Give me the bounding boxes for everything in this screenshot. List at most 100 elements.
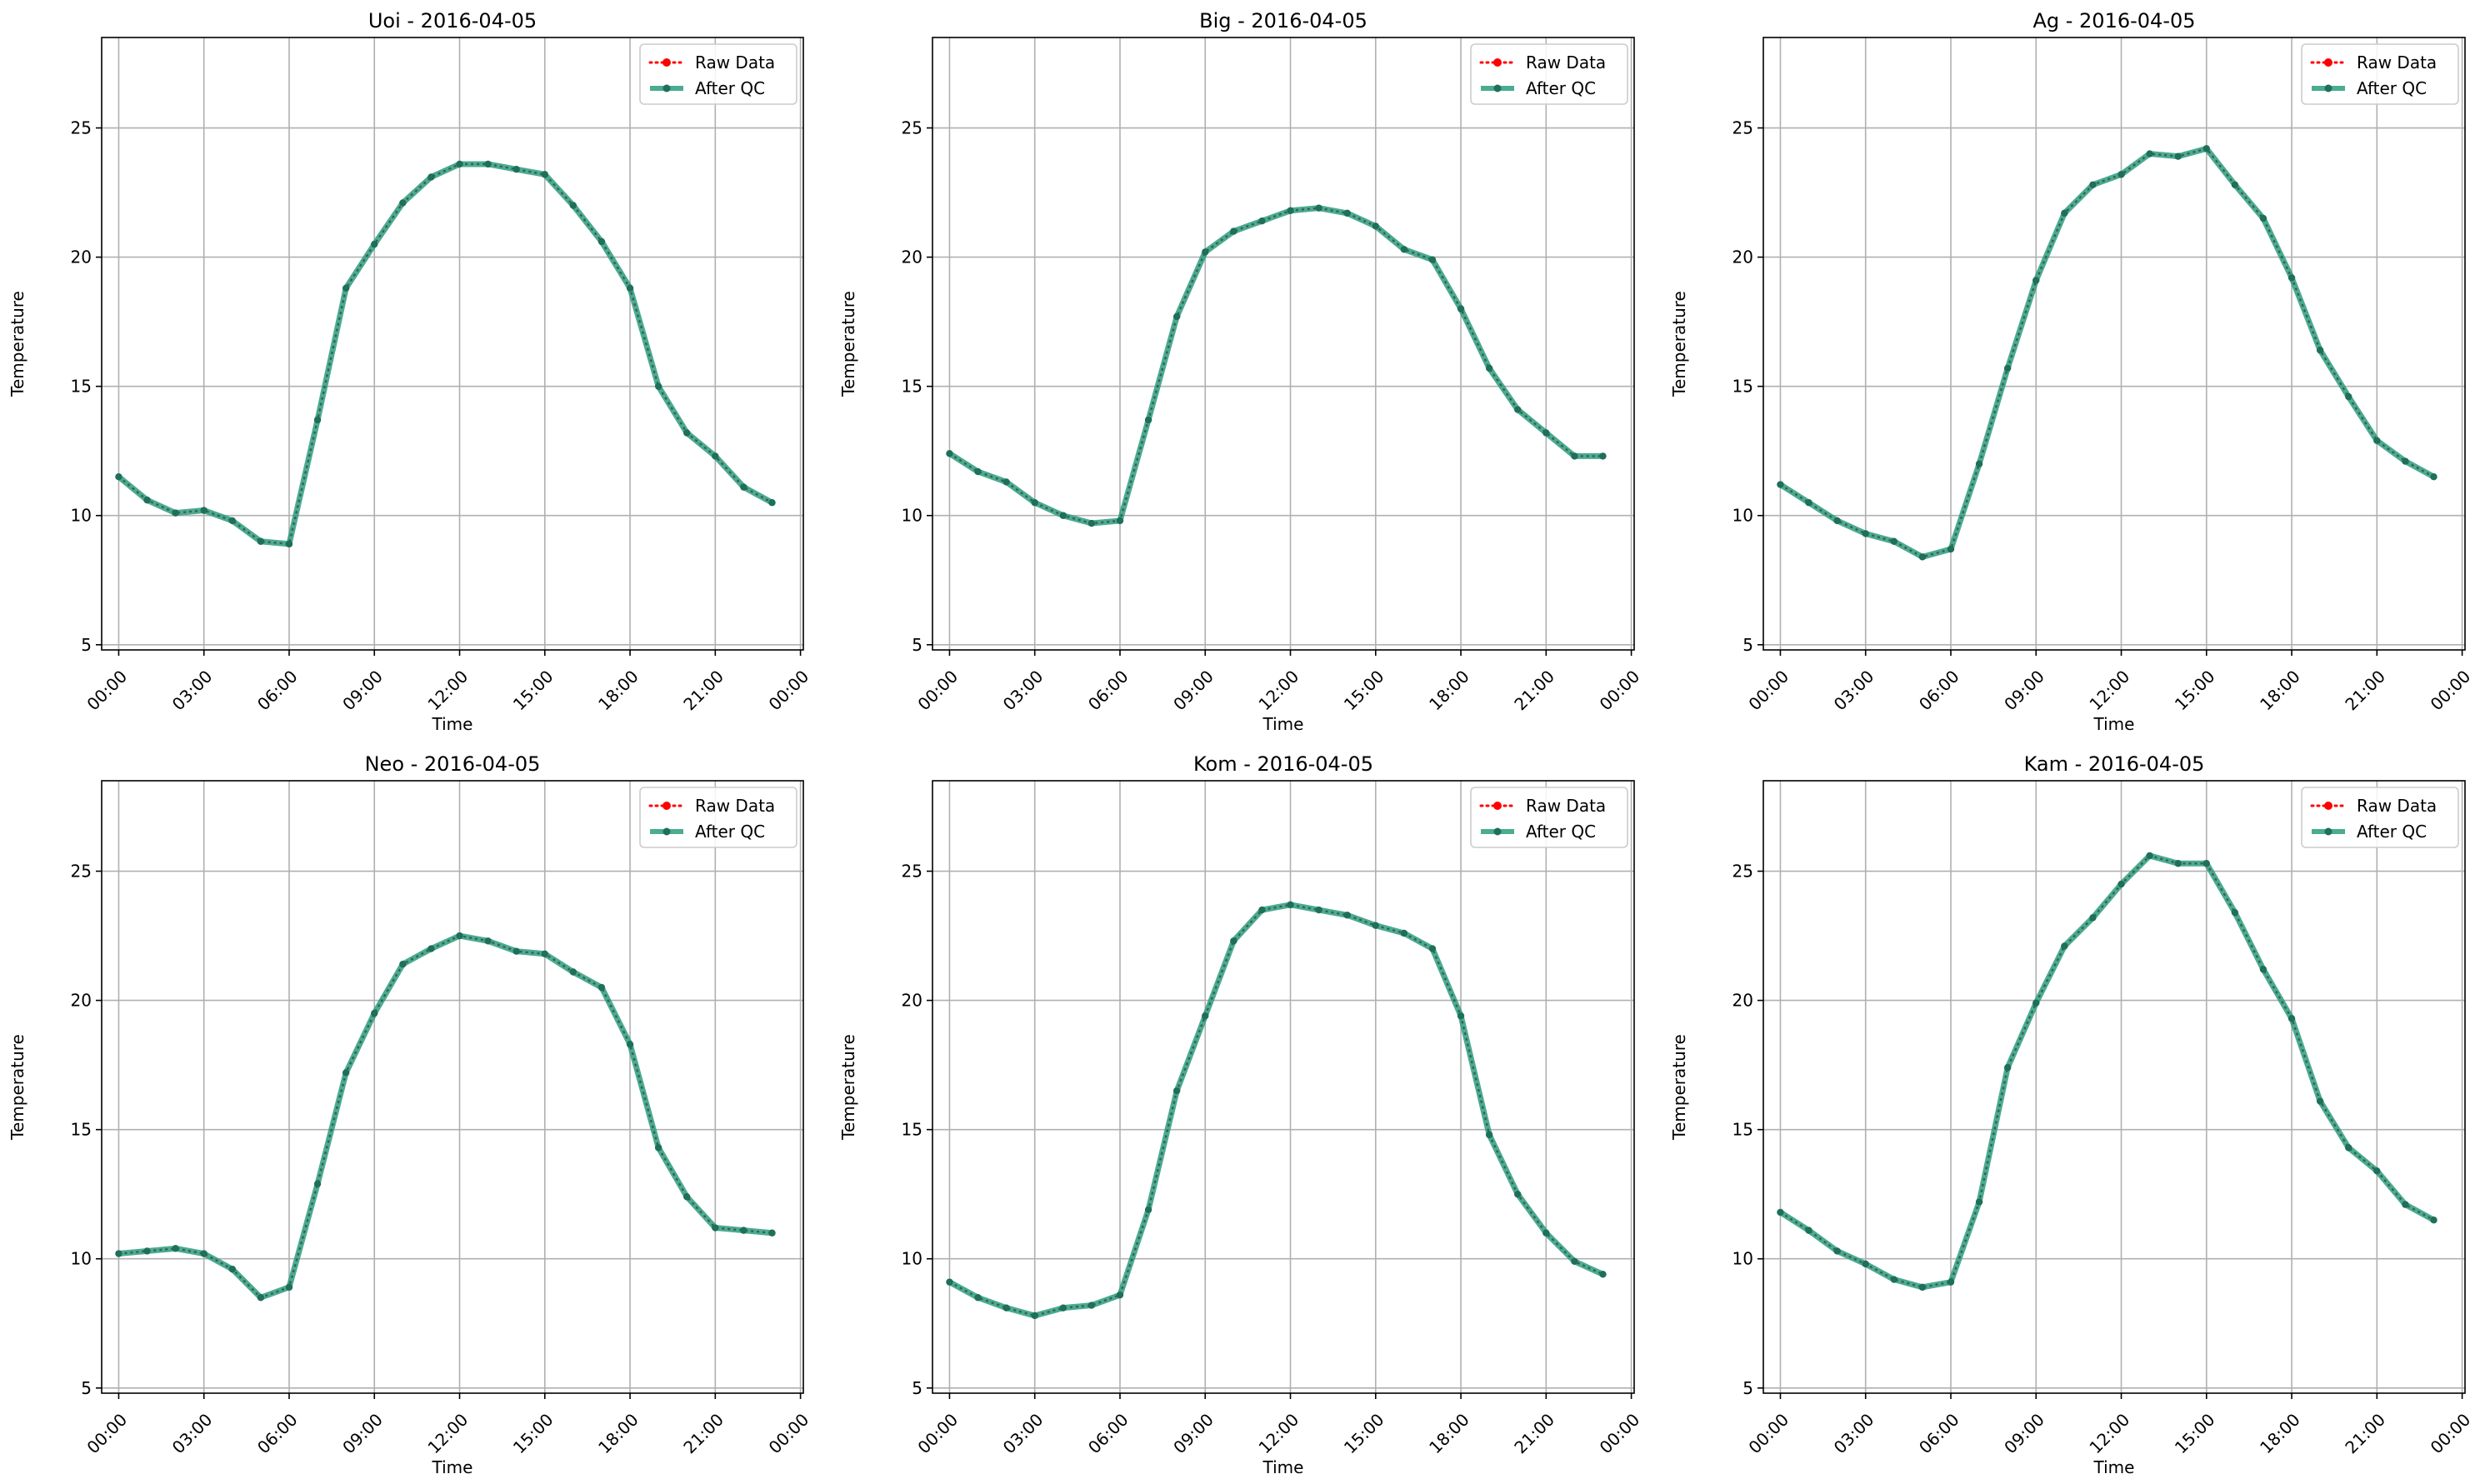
y-tick-label-1: 10	[1732, 1249, 1753, 1269]
y-tick-label-0: 5	[912, 635, 922, 655]
x-tick-label-8: 00:00	[765, 667, 813, 715]
data-point-17	[2259, 966, 2268, 973]
data-point-0	[115, 1250, 122, 1257]
y-tick-label-1: 10	[71, 506, 92, 526]
data-point-3	[200, 1250, 208, 1257]
legend-marker-after-qc	[2324, 84, 2332, 92]
y-tick-label-1: 10	[71, 1249, 92, 1269]
data-point-3	[1031, 499, 1038, 507]
data-point-20	[1514, 406, 1522, 413]
data-point-0	[1777, 1208, 1784, 1217]
data-point-15	[2202, 860, 2210, 867]
x-tick-label-2: 06:00	[1915, 1410, 1963, 1458]
legend-marker-after-qc	[1493, 84, 1502, 92]
x-tick-label-0: 00:00	[1744, 667, 1792, 715]
x-axis-label: Time	[432, 714, 473, 734]
x-tick-label-1: 03:00	[999, 1410, 1048, 1458]
x-tick-label-2: 06:00	[1084, 667, 1132, 715]
x-axis-label: Time	[2093, 714, 2135, 734]
data-point-12	[2118, 171, 2125, 178]
data-point-21	[712, 452, 719, 460]
data-point-10	[2061, 209, 2068, 217]
subplot-title: Neo - 2016-04-05	[365, 752, 541, 776]
data-point-1	[143, 496, 151, 504]
y-tick-label-0: 5	[1742, 1378, 1753, 1398]
data-point-6	[1116, 1291, 1124, 1299]
data-point-14	[1343, 209, 1351, 217]
data-point-2	[172, 509, 179, 517]
x-tick-label-3: 09:00	[338, 667, 387, 715]
data-point-7	[313, 1180, 322, 1187]
y-axis-label: Temperature	[8, 1034, 28, 1141]
data-point-16	[1400, 929, 1408, 937]
data-point-14	[512, 947, 520, 955]
subplot-5: 00:00 03:00 06:00 09:00 12:00 15:00 18:00 21:00…	[838, 752, 1643, 1477]
legend-label-raw-data: Raw Data	[2357, 796, 2437, 816]
legend-label-after-qc: After QC	[2357, 822, 2427, 842]
legend-label-raw-data: Raw Data	[695, 52, 775, 72]
legend-marker-after-qc	[662, 827, 671, 836]
data-point-12	[2118, 880, 2125, 888]
data-point-6	[1116, 517, 1124, 525]
data-point-8	[2003, 1064, 2012, 1072]
data-point-13	[1315, 204, 1322, 212]
data-point-18	[2288, 1015, 2296, 1022]
data-point-20	[2345, 392, 2352, 401]
x-tick-label-5: 15:00	[2171, 667, 2219, 715]
subplot-2: 00:00 03:00 06:00 09:00 12:00 15:00 18:00 21:00…	[838, 9, 1643, 734]
legend-marker-after-qc	[662, 84, 671, 92]
data-point-22	[740, 483, 748, 491]
subplot-title: Ag - 2016-04-05	[2032, 9, 2195, 32]
subplot-title: Uoi - 2016-04-05	[368, 9, 537, 32]
legend-marker-raw-data	[662, 802, 671, 810]
series-line-after-qc	[1778, 145, 2436, 560]
data-point-21	[1542, 429, 1550, 437]
data-point-6	[1947, 545, 1955, 553]
data-point-5	[257, 537, 265, 545]
data-point-1	[974, 467, 982, 476]
data-point-9	[1202, 248, 1209, 256]
x-axis-label: Time	[432, 1457, 473, 1477]
data-point-19	[1485, 1131, 1493, 1139]
data-point-11	[1258, 217, 1266, 225]
data-point-18	[626, 1041, 634, 1048]
data-point-8	[1172, 1087, 1181, 1095]
subplot-4: 00:00 03:00 06:00 09:00 12:00 15:00 18:00 21:00…	[8, 752, 812, 1477]
x-tick-label-3: 09:00	[338, 1410, 387, 1458]
x-tick-label-1: 03:00	[168, 667, 217, 715]
data-point-11	[2089, 914, 2097, 922]
x-tick-label-8: 00:00	[765, 1410, 813, 1458]
data-point-0	[946, 450, 953, 457]
data-point-18	[1457, 305, 1465, 312]
data-point-9	[371, 240, 378, 248]
data-point-17	[598, 237, 606, 246]
data-point-18	[2288, 274, 2296, 282]
data-point-6	[285, 540, 293, 548]
data-point-0	[115, 473, 122, 481]
data-point-2	[1002, 1304, 1010, 1312]
data-point-21	[1542, 1229, 1550, 1237]
x-tick-label-7: 21:00	[2341, 1410, 2389, 1458]
data-point-8	[342, 284, 350, 292]
data-point-11	[428, 173, 435, 181]
data-point-19	[2316, 347, 2324, 354]
data-point-7	[1975, 460, 1983, 467]
data-point-17	[1428, 945, 1437, 952]
y-tick-label-2: 15	[902, 377, 922, 397]
series-line-raw-data	[948, 207, 1603, 525]
data-point-9	[2032, 277, 2040, 284]
data-point-16	[569, 968, 578, 976]
data-point-16	[1400, 246, 1408, 253]
y-tick-label-1: 10	[902, 506, 922, 526]
data-point-12	[456, 160, 463, 168]
data-point-19	[2316, 1097, 2324, 1105]
data-point-15	[541, 171, 548, 178]
series-line-raw-data	[948, 903, 1603, 1317]
data-point-6	[285, 1283, 293, 1292]
y-axis-label: Temperature	[1669, 1034, 1689, 1141]
data-point-3	[200, 507, 208, 514]
x-axis-label: Time	[2093, 1457, 2135, 1477]
series-line-after-qc	[118, 932, 772, 1301]
data-point-13	[484, 937, 492, 945]
